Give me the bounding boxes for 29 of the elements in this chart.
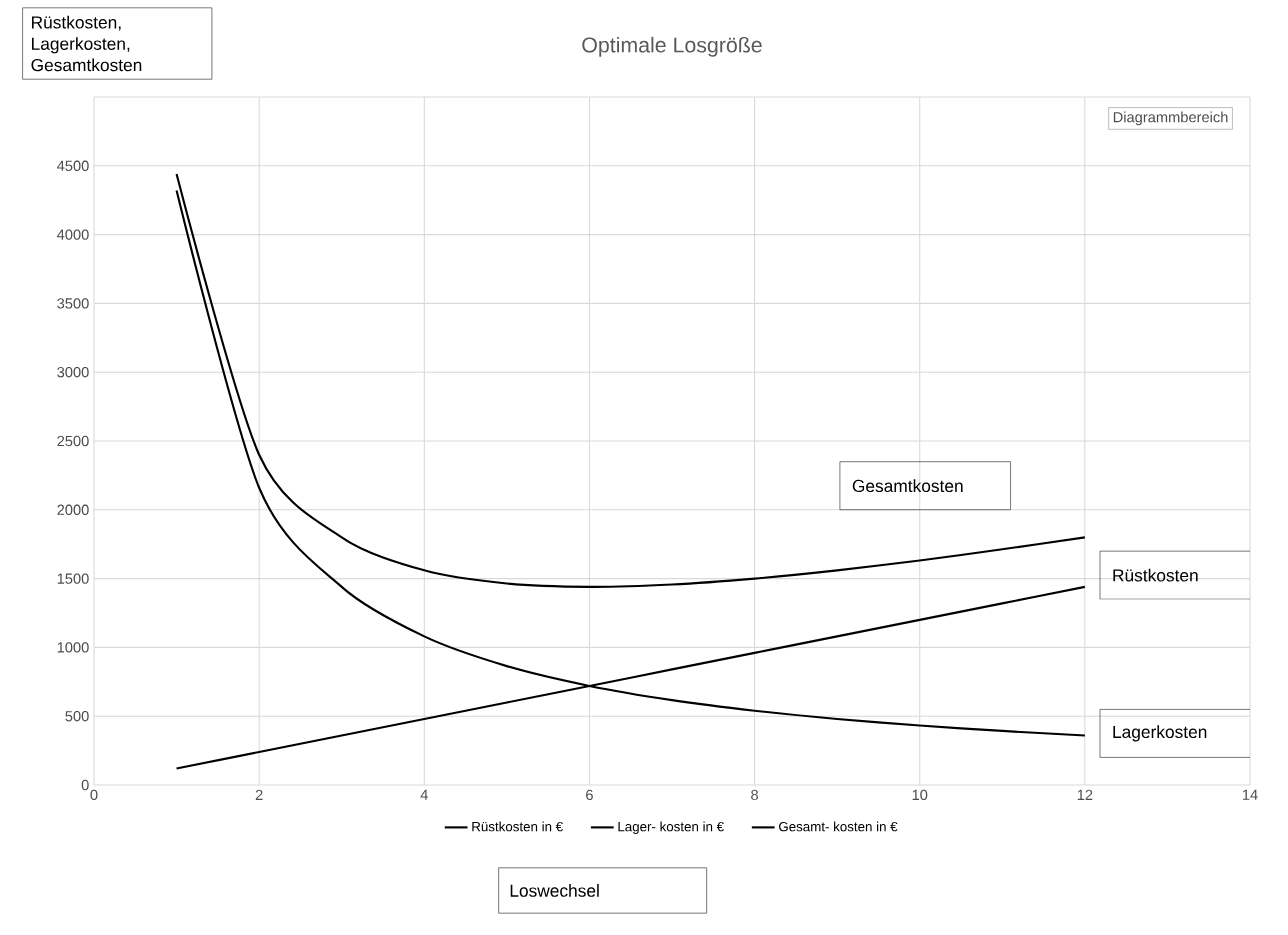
y-tick-label: 4500 — [57, 160, 89, 171]
y-tick-label: 3500 — [57, 298, 89, 309]
x-tick-label: 14 — [1242, 789, 1258, 800]
y-tick-label: 4000 — [57, 229, 89, 240]
legend-label: Lager- kosten in € — [618, 821, 724, 834]
y-tick-label: 2500 — [57, 435, 89, 447]
y-tick-label: 500 — [65, 711, 89, 722]
x-tick-label: 6 — [586, 789, 593, 801]
x-axis-title: Loswechsel — [510, 884, 599, 897]
y-tick-label: 1500 — [57, 573, 89, 584]
y-tick-label: 1000 — [57, 642, 89, 653]
annotation: Rüstkosten — [1113, 568, 1198, 582]
y-tick-label: 3000 — [57, 367, 89, 378]
x-tick-label: 4 — [420, 789, 428, 800]
chart-title: Optimale Losgröße — [582, 36, 762, 57]
x-tick-label: 12 — [1077, 789, 1093, 800]
y-tick-label: 0 — [81, 779, 89, 791]
y-tick-label: 2000 — [57, 504, 89, 515]
x-tick-label: 2 — [255, 789, 263, 800]
y-axis-title: Rüstkosten, Lagerkosten, Gesamtkosten — [31, 15, 142, 72]
legend-label: Gesamt- kosten in € — [779, 821, 898, 832]
annotation: Diagrammbereich — [1113, 111, 1228, 126]
annotation: Lagerkosten — [1113, 725, 1207, 742]
annotation: Gesamtkosten — [852, 479, 963, 493]
x-tick-label: 0 — [90, 789, 98, 801]
legend-label: Rüstkosten in € — [472, 821, 563, 832]
x-tick-label: 8 — [751, 789, 759, 801]
line-series — [175, 172, 1086, 588]
x-tick-label: 10 — [912, 789, 928, 801]
